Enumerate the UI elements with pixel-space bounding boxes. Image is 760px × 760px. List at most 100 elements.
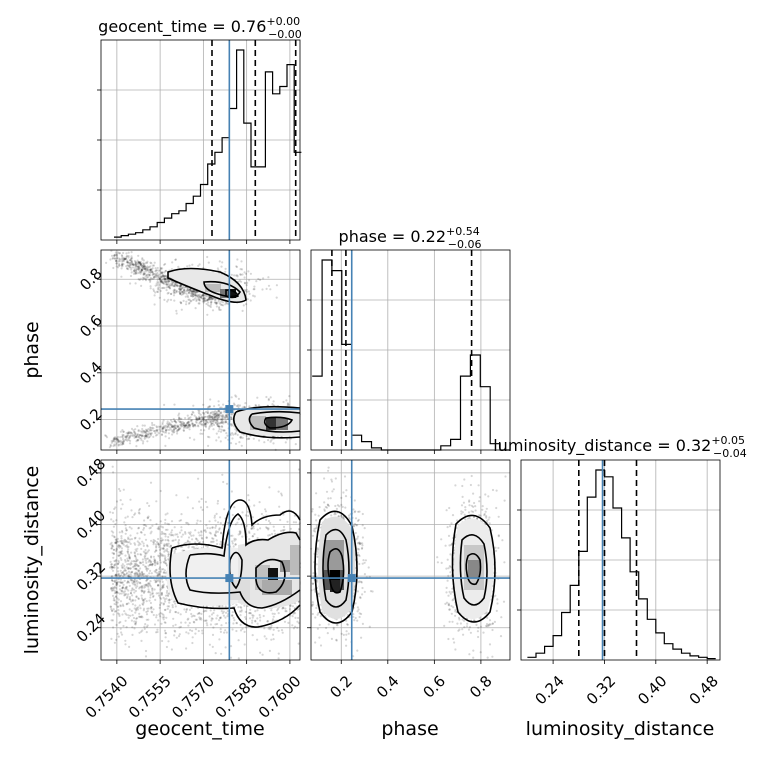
- sample-point: [119, 627, 122, 630]
- sample-point: [203, 423, 206, 426]
- sample-point: [178, 284, 182, 288]
- sample-point: [225, 482, 229, 485]
- sample-point: [140, 284, 143, 287]
- sample-point: [162, 274, 165, 277]
- sample-point: [176, 285, 179, 288]
- sample-point: [140, 267, 143, 270]
- sample-point: [136, 585, 139, 588]
- sample-point: [165, 277, 168, 280]
- sample-point: [248, 531, 251, 535]
- sample-point: [145, 600, 148, 603]
- sample-point: [167, 280, 170, 283]
- sample-point: [114, 610, 117, 613]
- sample-point: [168, 285, 171, 288]
- sample-point: [144, 267, 147, 271]
- sample-point: [273, 529, 276, 532]
- sample-point: [145, 261, 149, 265]
- sample-point: [268, 626, 271, 629]
- sample-point: [167, 523, 171, 526]
- sample-point: [156, 280, 159, 283]
- sample-point: [164, 280, 167, 283]
- sample-point: [238, 517, 241, 521]
- sample-point: [217, 430, 220, 433]
- sample-point: [217, 300, 220, 303]
- sample-point: [276, 609, 279, 612]
- sample-point: [278, 505, 281, 508]
- sample-point: [165, 616, 168, 619]
- sample-point: [190, 292, 193, 295]
- sample-point: [129, 592, 132, 595]
- sample-point: [203, 429, 206, 432]
- sample-point: [174, 284, 177, 287]
- sample-point: [142, 590, 145, 593]
- sample-point: [174, 258, 177, 261]
- sample-point: [130, 538, 133, 541]
- sample-point: [174, 538, 177, 542]
- sample-point: [115, 549, 118, 553]
- sample-point: [231, 628, 234, 631]
- sample-point: [127, 261, 130, 264]
- sample-point: [184, 621, 187, 624]
- sample-point: [127, 536, 130, 539]
- sample-point: [162, 419, 165, 422]
- sample-point: [211, 297, 214, 300]
- sample-point: [125, 257, 128, 260]
- sample-point: [124, 639, 127, 642]
- sample-point: [210, 301, 213, 304]
- sample-point: [144, 430, 147, 434]
- sample-point: [240, 260, 243, 263]
- sample-point: [114, 506, 117, 509]
- sample-point: [135, 270, 138, 273]
- sample-point: [132, 560, 135, 563]
- sample-point: [252, 437, 255, 440]
- sample-point: [216, 419, 219, 422]
- sample-point: [191, 293, 194, 296]
- sample-point: [130, 261, 133, 264]
- sample-point: [125, 436, 128, 439]
- sample-point: [206, 411, 209, 414]
- sample-point: [275, 296, 278, 299]
- sample-point: [206, 313, 209, 316]
- sample-point: [183, 424, 186, 427]
- sample-point: [292, 521, 295, 524]
- sample-point: [136, 265, 139, 269]
- sample-point: [282, 400, 285, 404]
- sample-point: [214, 416, 217, 419]
- sample-point: [209, 527, 212, 530]
- sample-point: [203, 299, 206, 302]
- sample-point: [144, 428, 148, 431]
- sample-point: [144, 272, 147, 275]
- sample-point: [224, 303, 227, 306]
- sample-point: [136, 272, 139, 275]
- sample-point: [149, 280, 152, 283]
- sample-point: [146, 502, 149, 505]
- sample-point: [197, 294, 200, 297]
- sample-point: [263, 635, 266, 638]
- sample-point: [136, 265, 139, 268]
- sample-point: [154, 267, 157, 270]
- sample-point: [164, 594, 167, 597]
- sample-point: [269, 521, 272, 525]
- sample-point: [187, 523, 190, 526]
- sample-point: [131, 633, 134, 637]
- sample-point: [134, 604, 137, 607]
- sample-point: [210, 300, 213, 303]
- sample-point: [220, 610, 223, 613]
- sample-point: [141, 435, 144, 438]
- sample-point: [215, 416, 218, 420]
- sample-point: [163, 629, 167, 632]
- sample-point: [148, 432, 151, 435]
- sample-point: [270, 624, 273, 627]
- sample-point: [224, 629, 227, 632]
- sample-point: [138, 587, 141, 590]
- sample-point: [140, 597, 143, 600]
- sample-point: [194, 290, 197, 293]
- sample-point: [270, 532, 274, 536]
- sample-point: [243, 276, 246, 279]
- sample-point: [147, 590, 150, 593]
- sample-point: [148, 428, 151, 432]
- sample-point: [241, 309, 244, 312]
- sample-point: [215, 432, 218, 435]
- sample-point: [192, 534, 195, 537]
- sample-point: [139, 270, 142, 274]
